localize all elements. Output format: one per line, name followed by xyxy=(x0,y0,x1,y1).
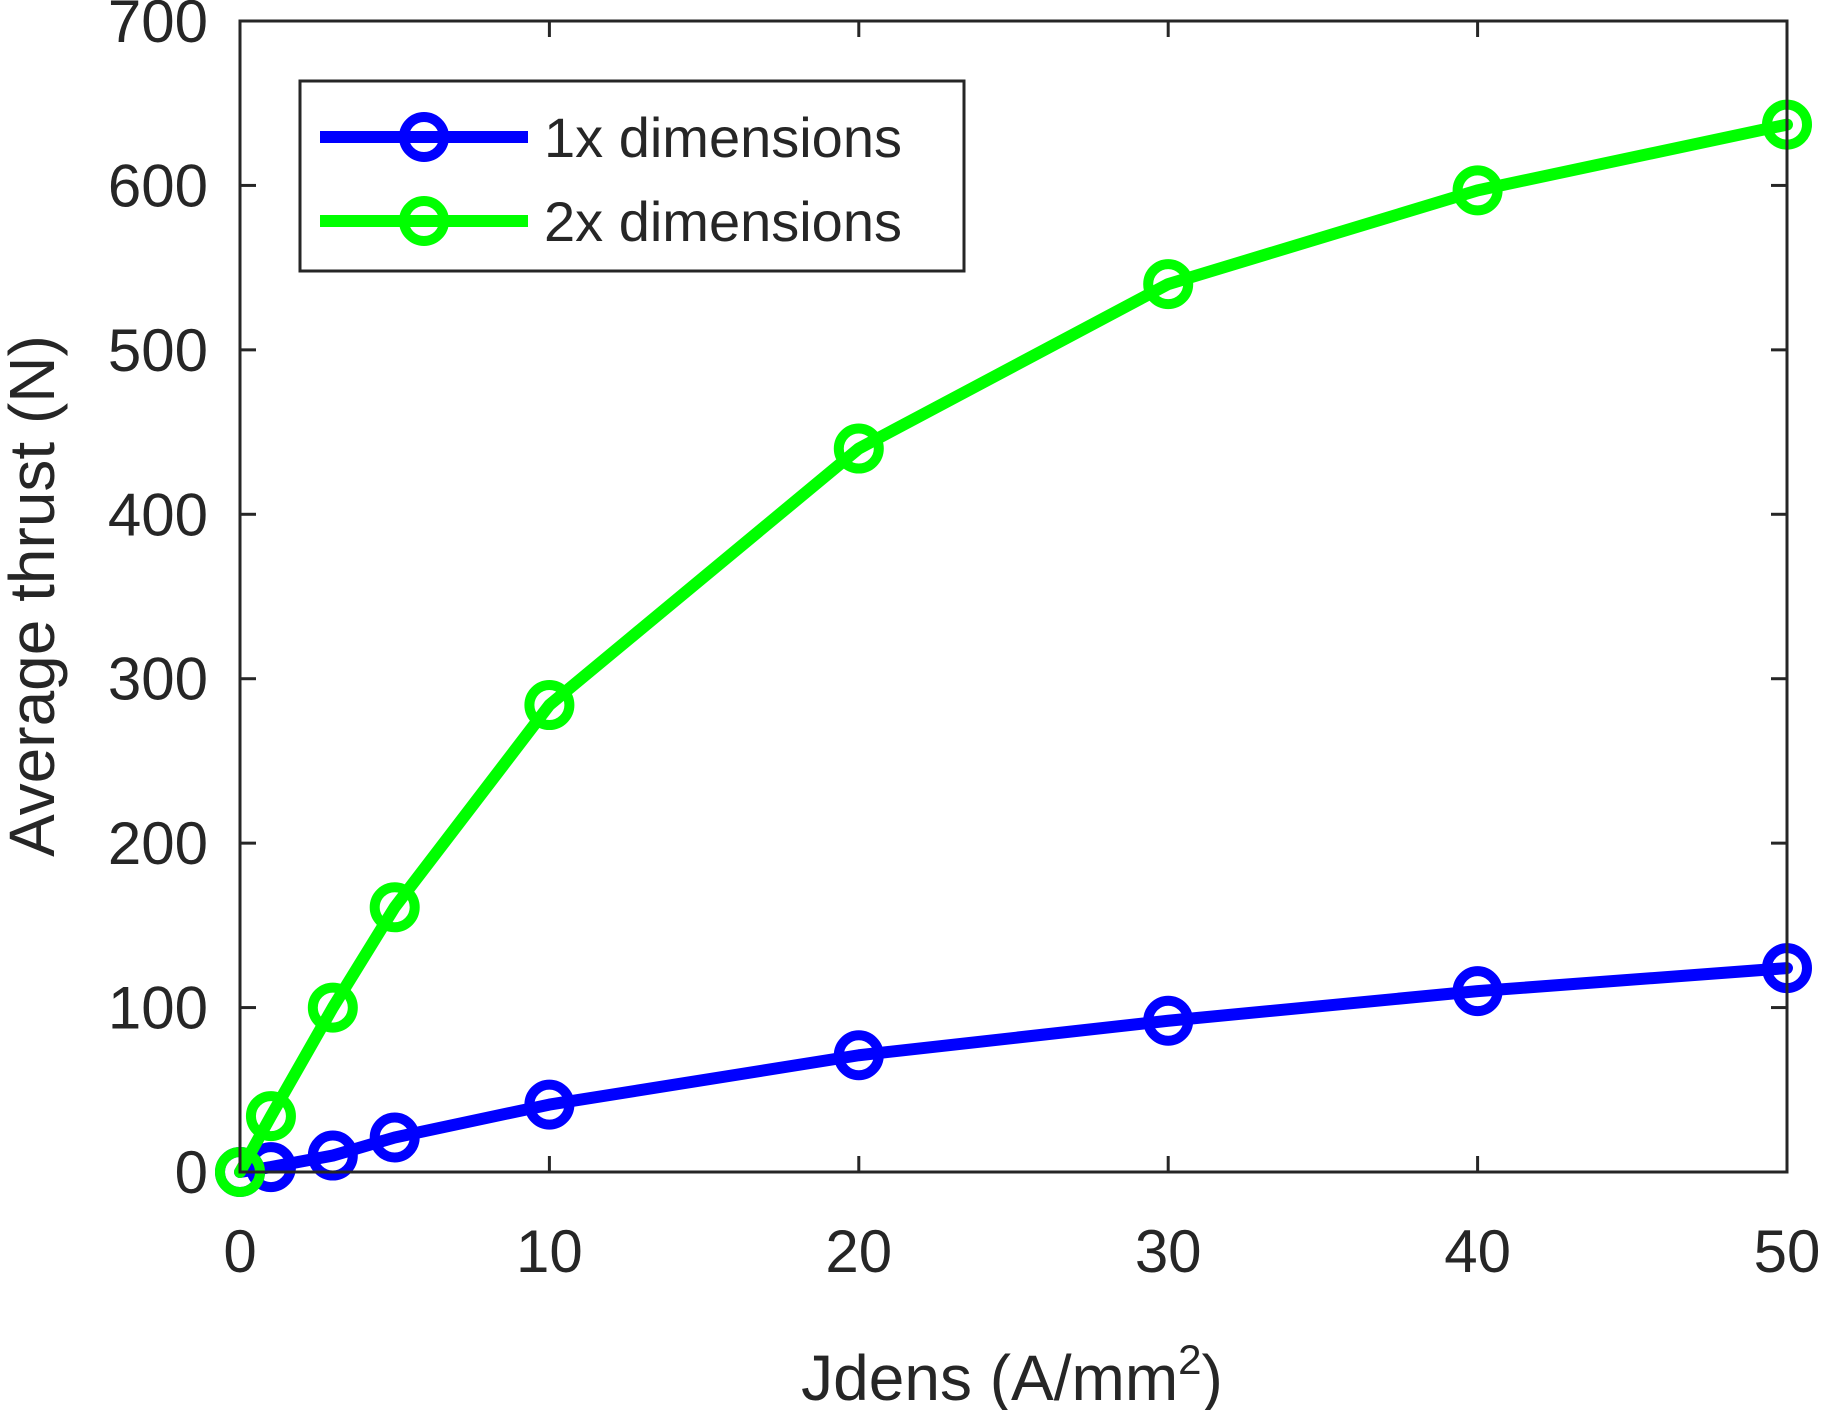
x-tick-label: 30 xyxy=(1135,1218,1202,1285)
x-tick-labels: 0 10 20 30 40 50 xyxy=(223,1218,1820,1285)
data-point xyxy=(245,1142,296,1193)
axis-ticks xyxy=(238,19,1789,1174)
y-tick-labels: 0 100 200 300 400 500 600 700 xyxy=(108,0,208,1206)
data-point xyxy=(307,982,358,1033)
x-tick-label: 10 xyxy=(516,1218,583,1285)
legend: 1x dimensions 2x dimensions xyxy=(298,79,966,273)
y-tick-label: 300 xyxy=(108,646,208,713)
x-tick-label: 20 xyxy=(825,1218,892,1285)
data-point xyxy=(1452,165,1503,216)
y-tick-label: 600 xyxy=(108,152,208,219)
data-point xyxy=(524,1079,575,1130)
legend-entry-1x: 1x dimensions xyxy=(320,106,902,169)
data-point xyxy=(1143,259,1194,310)
legend-marker-1x xyxy=(399,112,449,162)
data-point xyxy=(833,423,884,474)
y-tick-label: 100 xyxy=(108,975,208,1042)
data-point xyxy=(1143,995,1194,1046)
x-axis-label-superscript: 2 xyxy=(1178,1336,1201,1383)
data-point xyxy=(1452,966,1503,1017)
y-tick-label: 0 xyxy=(175,1139,208,1206)
data-point xyxy=(524,680,575,731)
series-line xyxy=(234,118,1793,1178)
y-tick-label: 500 xyxy=(108,317,208,384)
y-tick-label: 200 xyxy=(108,810,208,877)
data-point xyxy=(307,1130,358,1181)
legend-label-1x: 1x dimensions xyxy=(544,106,902,169)
legend-marker-2x xyxy=(399,196,449,246)
x-axis-label-main: Jdens (A/mm xyxy=(801,1342,1178,1410)
series-layer xyxy=(215,99,1812,1197)
data-point xyxy=(369,1112,420,1163)
x-tick-label: 0 xyxy=(223,1218,256,1285)
y-tick-label: 700 xyxy=(108,0,208,55)
plot-area-frame xyxy=(238,19,1789,1174)
x-axis-label: Jdens (A/mm2) xyxy=(801,1336,1223,1410)
y-tick-label: 400 xyxy=(108,481,208,548)
x-tick-label: 40 xyxy=(1444,1218,1511,1285)
data-point xyxy=(369,882,420,933)
legend-entry-2x: 2x dimensions xyxy=(320,190,902,253)
x-tick-label: 50 xyxy=(1754,1218,1821,1285)
data-point xyxy=(245,1091,296,1142)
x-axis-label-end: ) xyxy=(1202,1342,1223,1410)
data-point xyxy=(833,1030,884,1081)
legend-label-2x: 2x dimensions xyxy=(544,190,902,253)
y-axis-label: Average thrust (N) xyxy=(0,335,68,857)
